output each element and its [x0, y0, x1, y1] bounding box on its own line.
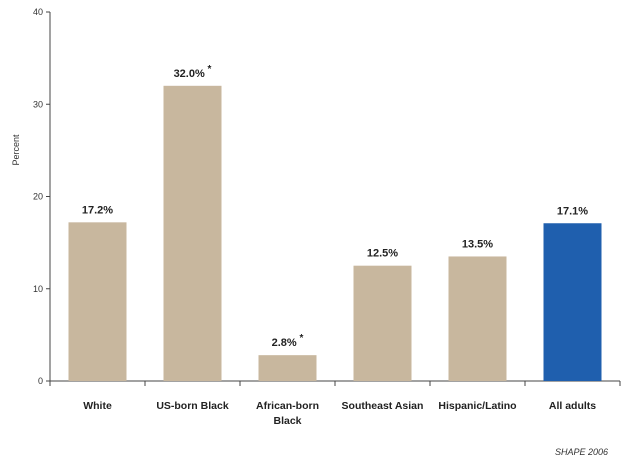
category-label: Hispanic/Latino [438, 400, 516, 412]
bars [68, 85, 602, 382]
category-label: White [83, 400, 112, 412]
labels: 17.2% White 32.0% * US-born Black 2.8% * Afri… [82, 64, 596, 427]
category-label: Black [273, 415, 301, 427]
y-tick-label: 40 [33, 7, 43, 17]
source-note: SHAPE 2006 [555, 447, 608, 457]
bar [353, 265, 412, 381]
data-label: 17.1% [557, 205, 588, 217]
y-tick-label: 30 [33, 99, 43, 109]
axes: 0 10 20 30 40 Percent [11, 7, 621, 386]
y-tick-label: 10 [33, 284, 43, 294]
significance-mark: * [297, 333, 304, 344]
category-label: US-born Black [156, 400, 229, 412]
bar [543, 223, 602, 381]
significance-mark: * [205, 64, 212, 75]
data-label: 17.2% [82, 204, 113, 216]
y-tick-label: 20 [33, 192, 43, 202]
bar [258, 355, 317, 381]
y-tick-label: 0 [38, 376, 43, 386]
bar [68, 222, 127, 381]
data-label: 12.5% [367, 248, 398, 260]
data-label: 13.5% [462, 238, 493, 250]
bar [163, 85, 222, 382]
y-axis-label: Percent [11, 134, 21, 166]
category-label: All adults [549, 400, 596, 412]
bar [448, 256, 507, 381]
data-label: 32.0% * [174, 64, 212, 80]
category-label: Southeast Asian [342, 400, 424, 412]
category-label: African-born [256, 400, 319, 412]
data-label: 2.8% * [272, 333, 304, 349]
